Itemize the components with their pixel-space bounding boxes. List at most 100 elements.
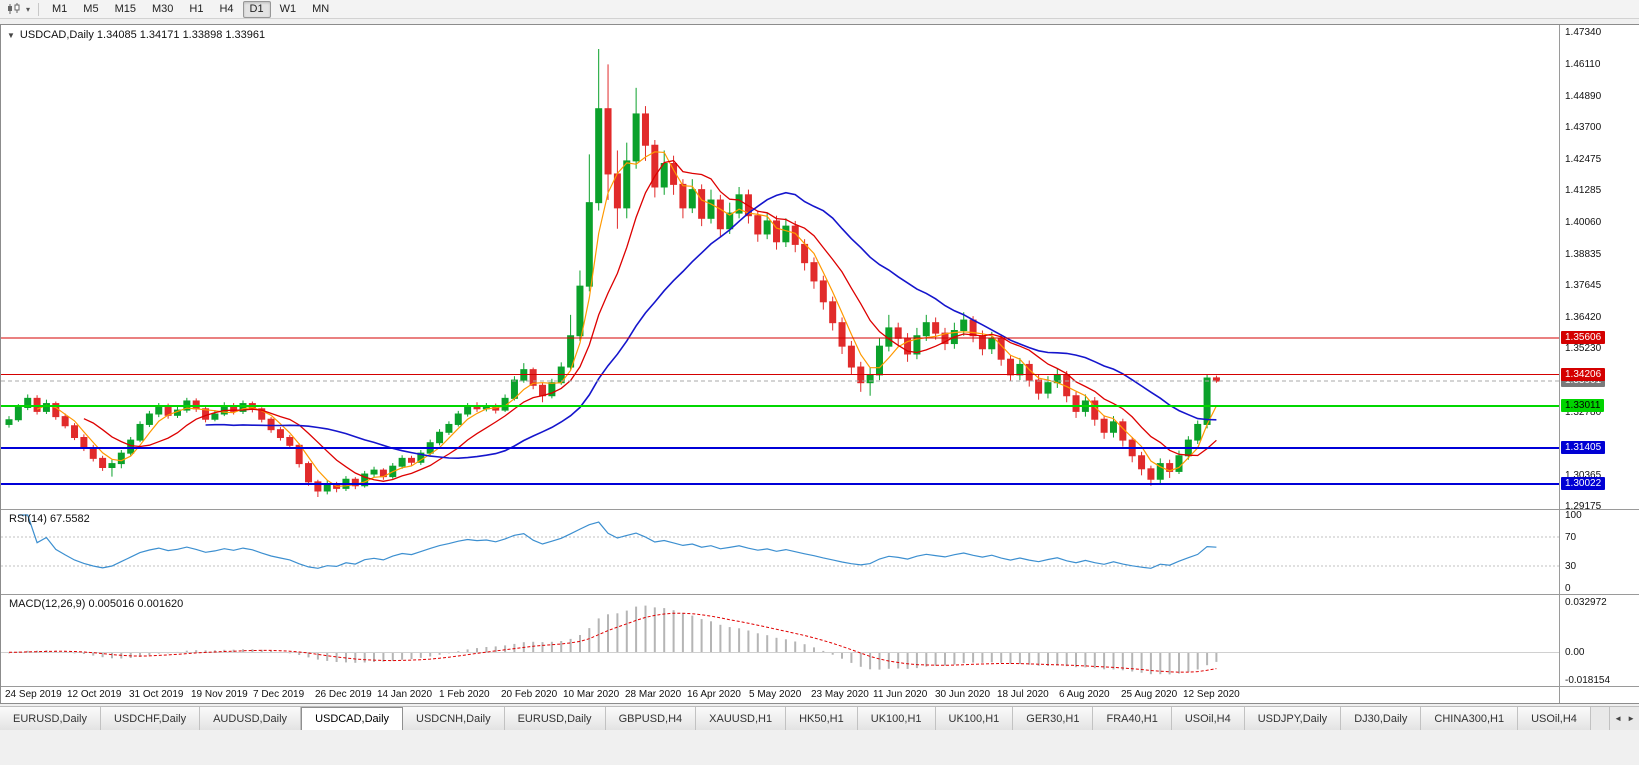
price-badge: 1.35606 bbox=[1561, 331, 1606, 344]
price-axis-label: 1.41285 bbox=[1565, 185, 1602, 196]
price-axis-label: 1.47340 bbox=[1565, 27, 1602, 38]
pane-separator[interactable] bbox=[1, 594, 1639, 595]
chart-window: ▼ USDCAD,Daily 1.34085 1.34171 1.33898 1… bbox=[0, 24, 1639, 704]
price-axis-label: 1.43700 bbox=[1565, 122, 1602, 133]
pane-separator[interactable] bbox=[1, 509, 1639, 510]
date-axis-label: 16 Apr 2020 bbox=[687, 689, 741, 700]
price-badge: 1.31405 bbox=[1561, 441, 1606, 454]
price-axis-label: 1.37645 bbox=[1565, 280, 1602, 291]
rsi-label: RSI(14) 67.5582 bbox=[9, 513, 90, 525]
rsi-axis-label: 70 bbox=[1565, 532, 1577, 543]
price-badge: 1.30022 bbox=[1561, 477, 1606, 490]
chart-tab-gbpusd-h4[interactable]: GBPUSD,H4 bbox=[605, 707, 697, 730]
macd-canvas[interactable] bbox=[1, 594, 1559, 686]
chart-tab-fra40-h1[interactable]: FRA40,H1 bbox=[1093, 707, 1172, 730]
chart-tab-usdchf-daily[interactable]: USDCHF,Daily bbox=[100, 707, 201, 730]
timeframe-button-m5[interactable]: M5 bbox=[83, 2, 99, 15]
date-axis-label: 14 Jan 2020 bbox=[377, 689, 433, 700]
macd-axis-label: 0.032972 bbox=[1565, 597, 1607, 608]
date-axis-label: 24 Sep 2019 bbox=[5, 689, 62, 700]
chart-tab-china300-h1[interactable]: CHINA300,H1 bbox=[1421, 707, 1519, 730]
price-axis-label: 1.42475 bbox=[1565, 154, 1602, 165]
chart-type-icon[interactable] bbox=[4, 1, 24, 18]
date-axis-label: 23 May 2020 bbox=[811, 689, 869, 700]
timeframe-button-h4[interactable]: H4 bbox=[219, 2, 234, 15]
chart-tab-eurusd-daily[interactable]: EURUSD,Daily bbox=[504, 707, 606, 730]
macd-axis-label: 0.00 bbox=[1565, 647, 1585, 658]
toolbar-separator bbox=[38, 2, 40, 16]
timeframe-button-m30[interactable]: M30 bbox=[151, 2, 174, 15]
pane-separator bbox=[1, 686, 1639, 687]
chart-tab-usdjpy-daily[interactable]: USDJPY,Daily bbox=[1244, 707, 1342, 730]
rsi-axis-label: 100 bbox=[1565, 510, 1582, 521]
timeframe-button-h1[interactable]: H1 bbox=[189, 2, 204, 15]
axis-divider bbox=[1559, 25, 1560, 703]
macd-histogram bbox=[8, 605, 1218, 675]
chart-type-caret-icon[interactable]: ▾ bbox=[26, 4, 31, 14]
price-chart-canvas[interactable] bbox=[1, 25, 1559, 509]
date-axis-label: 28 Mar 2020 bbox=[625, 689, 682, 700]
timeframe-button-m1[interactable]: M1 bbox=[52, 2, 68, 15]
timeframe-button-w1[interactable]: W1 bbox=[279, 2, 297, 15]
price-badge: 1.34206 bbox=[1561, 368, 1606, 381]
price-axis[interactable]: 1.47340 1.46110 1.44890 1.43700 1.42475 1.412… bbox=[1560, 25, 1639, 703]
chart-tab-usdcad-daily[interactable]: USDCAD,Daily bbox=[301, 707, 404, 730]
chart-tabbar: EURUSD,Daily USDCHF,Daily AUDUSD,Daily USDC… bbox=[0, 706, 1639, 730]
candlesticks bbox=[5, 48, 1220, 497]
date-axis-label: 25 Aug 2020 bbox=[1121, 689, 1178, 700]
chart-tab-xauusd-h1[interactable]: XAUUSD,H1 bbox=[696, 707, 787, 730]
rsi-canvas[interactable] bbox=[1, 509, 1559, 594]
price-axis-label: 1.40060 bbox=[1565, 217, 1602, 228]
rsi-axis-label: 30 bbox=[1565, 561, 1577, 572]
candlestick-glyph bbox=[8, 3, 20, 14]
date-axis-label: 31 Oct 2019 bbox=[129, 689, 184, 700]
date-axis-label: 5 May 2020 bbox=[749, 689, 802, 700]
timeframe-toolbar: M1 M5 M15 M30 H1 H4 D1 W1 MN bbox=[45, 0, 338, 18]
tab-scroll-right-icon[interactable]: ► bbox=[1627, 714, 1635, 723]
chart-tab-uk100-h1[interactable]: UK100,H1 bbox=[935, 707, 1014, 730]
chart-title: ▼ USDCAD,Daily 1.34085 1.34171 1.33898 1… bbox=[7, 29, 265, 41]
rsi-axis-label: 0 bbox=[1565, 583, 1571, 594]
date-axis-label: 6 Aug 2020 bbox=[1059, 689, 1110, 700]
chart-title-text: USDCAD,Daily 1.34085 1.34171 1.33898 1.3… bbox=[19, 29, 266, 41]
macd-axis-label: -0.018154 bbox=[1565, 675, 1611, 686]
tab-scroll-left-icon[interactable]: ◄ bbox=[1614, 714, 1623, 723]
price-axis-label: 1.44890 bbox=[1565, 91, 1602, 102]
chart-tab-hk50-h1[interactable]: HK50,H1 bbox=[786, 707, 858, 730]
price-axis-label: 1.46110 bbox=[1565, 59, 1601, 70]
date-axis-label: 18 Jul 2020 bbox=[997, 689, 1049, 700]
tab-scroll-controls: ◄ ► bbox=[1609, 707, 1639, 730]
price-axis-label: 1.29175 bbox=[1565, 501, 1602, 512]
timeframe-button-m15[interactable]: M15 bbox=[114, 2, 136, 15]
horizontal-level-lines[interactable] bbox=[1, 337, 1559, 485]
chart-tab-ger30-h1[interactable]: GER30,H1 bbox=[1013, 707, 1094, 730]
date-axis-label: 12 Oct 2019 bbox=[67, 689, 122, 700]
chart-tabs: EURUSD,Daily USDCHF,Daily AUDUSD,Daily USDC… bbox=[0, 707, 1591, 730]
timeframe-button-mn[interactable]: MN bbox=[312, 2, 330, 15]
date-axis-label: 7 Dec 2019 bbox=[253, 689, 305, 700]
date-axis-label: 12 Sep 2020 bbox=[1183, 689, 1240, 700]
collapse-icon[interactable]: ▼ bbox=[7, 30, 15, 40]
date-axis-label: 1 Feb 2020 bbox=[439, 689, 490, 700]
chart-tab-uk100-h1[interactable]: UK100,H1 bbox=[857, 707, 936, 730]
macd-signal-line bbox=[8, 612, 1217, 673]
chart-tab-usoil-h4[interactable]: USOil,H4 bbox=[1518, 707, 1591, 730]
price-badge: 1.33011 bbox=[1561, 399, 1605, 412]
date-axis-label: 26 Dec 2019 bbox=[315, 689, 372, 700]
date-axis-label: 30 Jun 2020 bbox=[935, 689, 991, 700]
timeframe-button-d1[interactable]: D1 bbox=[242, 0, 271, 18]
date-axis-label: 19 Nov 2019 bbox=[191, 689, 248, 700]
price-axis-label: 1.36420 bbox=[1565, 312, 1602, 323]
date-axis[interactable]: 24 Sep 2019 12 Oct 2019 31 Oct 2019 19 Nov … bbox=[1, 686, 1559, 703]
price-axis-label: 1.38835 bbox=[1565, 249, 1602, 260]
chart-tab-dj30-daily[interactable]: DJ30,Daily bbox=[1341, 707, 1422, 730]
date-axis-label: 10 Mar 2020 bbox=[563, 689, 620, 700]
rsi-guides bbox=[1, 536, 1559, 567]
chart-tab-audusd-daily[interactable]: AUDUSD,Daily bbox=[200, 707, 302, 730]
price-axis-label: 1.30365 bbox=[1565, 470, 1602, 481]
chart-tab-usdcnh-daily[interactable]: USDCNH,Daily bbox=[403, 707, 505, 730]
price-axis-label: 1.35230 bbox=[1565, 343, 1602, 354]
chart-tab-usoil-h4[interactable]: USOil,H4 bbox=[1171, 707, 1245, 730]
chart-tab-eurusd-daily[interactable]: EURUSD,Daily bbox=[0, 707, 101, 730]
moving-averages bbox=[36, 151, 1217, 488]
